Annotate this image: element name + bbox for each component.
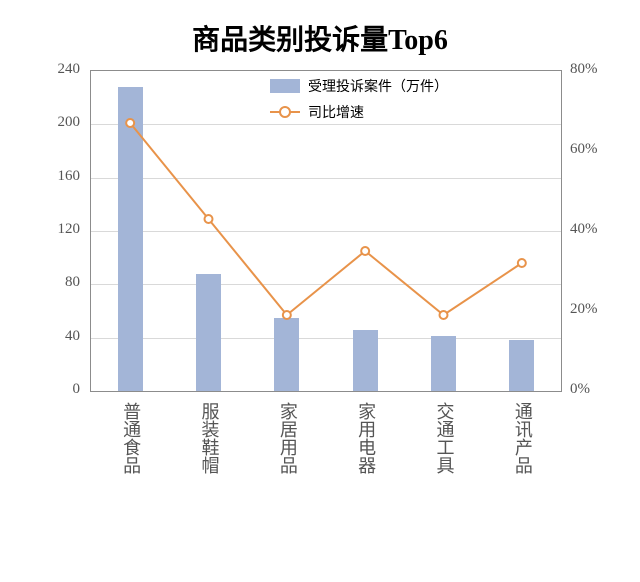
x-category: 普通食品 xyxy=(118,402,144,474)
y-left-tick: 40 xyxy=(0,328,80,345)
x-category: 家用电器 xyxy=(353,402,379,474)
legend-label: 受理投诉案件（万件） xyxy=(308,76,448,96)
line-marker xyxy=(361,247,369,255)
bar-swatch-icon xyxy=(270,79,300,93)
y-left-tick: 160 xyxy=(0,168,80,185)
y-right-tick: 60% xyxy=(570,141,598,158)
y-left-tick: 200 xyxy=(0,114,80,131)
line-swatch-icon xyxy=(270,111,300,113)
line-marker xyxy=(205,215,213,223)
line-marker xyxy=(126,119,134,127)
y-right-tick: 20% xyxy=(570,301,598,318)
x-category: 家居用品 xyxy=(275,402,301,474)
y-left-tick: 80 xyxy=(0,274,80,291)
x-category: 服装鞋帽 xyxy=(197,402,223,474)
trend-line xyxy=(130,123,522,315)
y-right-tick: 40% xyxy=(570,221,598,238)
y-right-tick: 0% xyxy=(570,381,590,398)
y-left-tick: 120 xyxy=(0,221,80,238)
line-marker xyxy=(440,311,448,319)
line-marker xyxy=(518,259,526,267)
legend: 受理投诉案件（万件） 司比增速 xyxy=(270,76,448,122)
legend-item-bars: 受理投诉案件（万件） xyxy=(270,76,448,96)
y-right-tick: 80% xyxy=(570,61,598,78)
chart-container: 商品类别投诉量Top6 0 40 80 120 160 200 240 0% 20% 40% 60… xyxy=(0,0,640,582)
legend-item-line: 司比增速 xyxy=(270,102,448,122)
x-category: 通讯产品 xyxy=(510,402,536,474)
legend-label: 司比增速 xyxy=(308,102,364,122)
chart-title: 商品类别投诉量Top6 xyxy=(0,18,640,58)
line-marker xyxy=(283,311,291,319)
y-left-tick: 0 xyxy=(0,381,80,398)
x-category: 交通工具 xyxy=(432,402,458,474)
y-left-tick: 240 xyxy=(0,61,80,78)
